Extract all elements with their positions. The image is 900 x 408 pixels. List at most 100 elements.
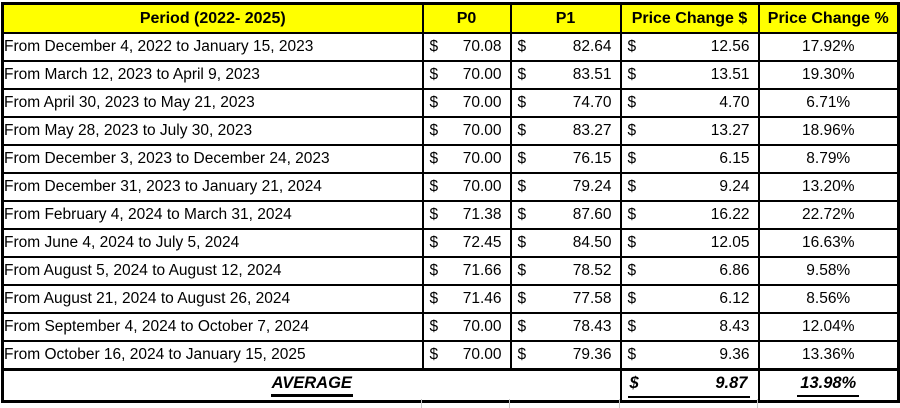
period-cell: From December 4, 2022 to January 15, 202… [1, 32, 424, 62]
price-change-percent-cell: 8.56% [757, 284, 900, 314]
gridline-stub [421, 399, 422, 408]
dollar-sign: $ [429, 206, 439, 223]
price-change-dollar-cell: $13.51 [619, 60, 760, 90]
p1-value: 78.43 [572, 318, 612, 335]
p0-cell: $70.00 [421, 60, 512, 90]
p1-value: 76.15 [572, 150, 612, 167]
price-change-dollar-cell: $6.12 [619, 284, 760, 314]
change-dollar-value: 12.05 [710, 234, 750, 251]
change-dollar-value: 12.56 [710, 38, 750, 55]
p1-cell: $82.64 [509, 32, 622, 62]
average-label: AVERAGE [270, 374, 353, 397]
p0-cell: $70.08 [421, 32, 512, 62]
dollar-sign: $ [517, 234, 527, 251]
p0-cell: $71.38 [421, 200, 512, 230]
table-row: From April 30, 2023 to May 21, 2023 $70.… [1, 88, 900, 118]
p0-cell: $70.00 [421, 312, 512, 342]
dollar-sign: $ [627, 178, 637, 195]
dollar-sign: $ [627, 318, 637, 335]
average-change-percent-value: 13.98% [797, 374, 860, 397]
dollar-sign: $ [429, 346, 439, 363]
dollar-sign: $ [627, 206, 637, 223]
p1-cell: $76.15 [509, 144, 622, 174]
p0-value: 71.66 [462, 262, 502, 279]
p0-cell: $70.00 [421, 88, 512, 118]
p1-value: 84.50 [572, 234, 612, 251]
p0-cell: $70.00 [421, 116, 512, 146]
dollar-sign: $ [517, 178, 527, 195]
p1-cell: $78.43 [509, 312, 622, 342]
dollar-sign: $ [429, 290, 439, 307]
price-change-dollar-cell: $8.43 [619, 312, 760, 342]
dollar-sign: $ [429, 318, 439, 335]
p1-value: 79.36 [572, 346, 612, 363]
change-dollar-value: 6.12 [719, 290, 750, 307]
p0-value: 70.00 [462, 178, 502, 195]
price-change-dollar-cell: $12.05 [619, 228, 760, 258]
period-cell: From March 12, 2023 to April 9, 2023 [1, 60, 424, 90]
change-dollar-value: 6.15 [719, 150, 750, 167]
p1-value: 83.51 [572, 66, 612, 83]
table-row: From December 3, 2023 to December 24, 20… [1, 144, 900, 174]
period-cell: From September 4, 2024 to October 7, 202… [1, 312, 424, 342]
dollar-sign: $ [627, 346, 637, 363]
change-dollar-value: 13.27 [710, 122, 750, 139]
dollar-sign: $ [517, 290, 527, 307]
p1-cell: $79.36 [509, 340, 622, 371]
dollar-sign: $ [627, 66, 637, 83]
dollar-sign: $ [627, 38, 637, 55]
average-change-dollar-value: 9.87 [715, 373, 748, 392]
p1-cell: $83.27 [509, 116, 622, 146]
dollar-sign: $ [627, 150, 637, 167]
table-row: From October 16, 2024 to January 15, 202… [1, 340, 900, 371]
change-dollar-value: 16.22 [710, 206, 750, 223]
price-change-dollar-cell: $4.70 [619, 88, 760, 118]
dollar-sign: $ [517, 94, 527, 111]
p1-cell: $78.52 [509, 256, 622, 286]
dollar-sign: $ [429, 150, 439, 167]
table-row: From December 4, 2022 to January 15, 202… [1, 32, 900, 62]
p1-cell: $79.24 [509, 172, 622, 202]
p1-cell: $83.51 [509, 60, 622, 90]
change-dollar-value: 9.36 [719, 346, 750, 363]
dollar-sign: $ [627, 290, 637, 307]
table-header-row: Period (2022- 2025) P0 P1 Price Change $… [1, 2, 900, 34]
dollar-sign: $ [429, 38, 439, 55]
p0-value: 70.00 [462, 150, 502, 167]
price-change-percent-cell: 19.30% [757, 60, 900, 90]
change-dollar-value: 6.86 [719, 262, 750, 279]
period-cell: From June 4, 2024 to July 5, 2024 [1, 228, 424, 258]
price-change-dollar-cell: $13.27 [619, 116, 760, 146]
p0-cell: $71.46 [421, 284, 512, 314]
period-cell: From May 28, 2023 to July 30, 2023 [1, 116, 424, 146]
header-period: Period (2022- 2025) [1, 2, 424, 34]
dollar-sign: $ [517, 262, 527, 279]
p1-value: 74.70 [572, 94, 612, 111]
p0-cell: $70.00 [421, 340, 512, 371]
period-cell: From October 16, 2024 to January 15, 202… [1, 340, 424, 371]
gridline-stub [757, 399, 758, 408]
table-row: From May 28, 2023 to July 30, 2023 $70.0… [1, 116, 900, 146]
p0-value: 70.00 [462, 122, 502, 139]
dollar-sign: $ [517, 318, 527, 335]
price-change-percent-cell: 17.92% [757, 32, 900, 62]
header-price-change-percent: Price Change % [757, 2, 900, 34]
table-row: From June 4, 2024 to July 5, 2024 $72.45… [1, 228, 900, 258]
p0-value: 70.00 [462, 346, 502, 363]
dollar-sign: $ [517, 122, 527, 139]
dollar-sign: $ [627, 94, 637, 111]
dollar-sign: $ [627, 122, 637, 139]
average-price-change-dollar-cell: $9.87 [619, 368, 760, 403]
table-row: From September 4, 2024 to October 7, 202… [1, 312, 900, 342]
dollar-sign: $ [627, 262, 637, 279]
period-cell: From August 21, 2024 to August 26, 2024 [1, 284, 424, 314]
average-label-cell: AVERAGE [1, 368, 622, 403]
dollar-sign: $ [517, 206, 527, 223]
period-cell: From August 5, 2024 to August 12, 2024 [1, 256, 424, 286]
dollar-sign: $ [429, 178, 439, 195]
p0-cell: $70.00 [421, 144, 512, 174]
gridline-stub [509, 399, 510, 408]
dollar-sign: $ [517, 346, 527, 363]
